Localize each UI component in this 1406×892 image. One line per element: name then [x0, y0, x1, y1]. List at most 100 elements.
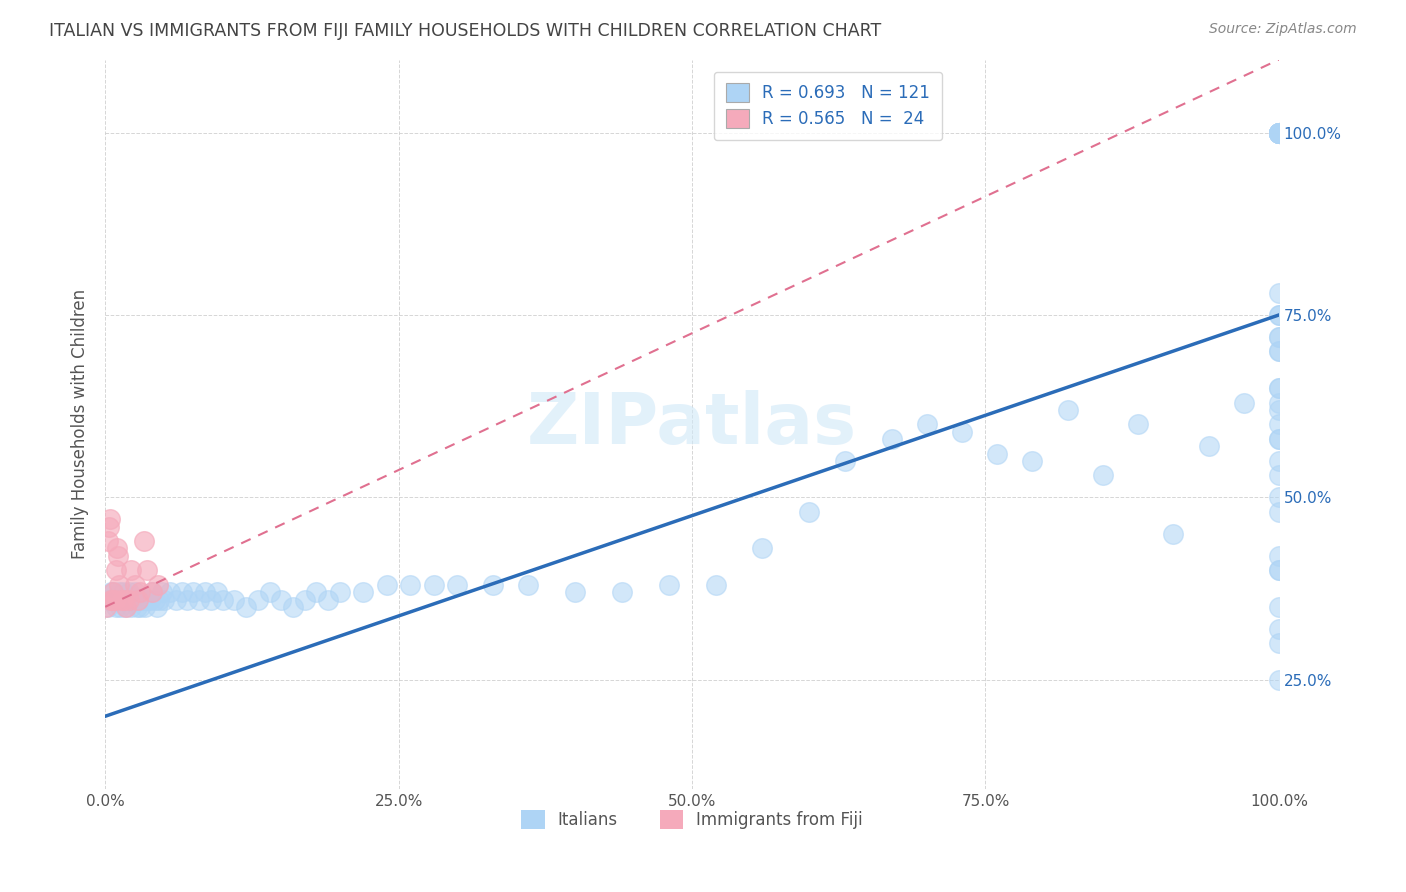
Point: [103, 585, 125, 599]
Point: [305, 585, 328, 599]
Point: [104, 592, 127, 607]
Point: [1268, 344, 1291, 359]
Point: [97, 599, 120, 614]
Point: [100, 585, 122, 599]
Text: Source: ZipAtlas.com: Source: ZipAtlas.com: [1209, 22, 1357, 37]
Point: [132, 534, 155, 549]
Point: [446, 578, 468, 592]
Point: [124, 585, 146, 599]
Point: [111, 592, 134, 607]
Y-axis label: Family Households with Children: Family Households with Children: [72, 289, 89, 559]
Point: [610, 585, 633, 599]
Point: [1268, 126, 1291, 140]
Point: [224, 592, 246, 607]
Point: [108, 585, 131, 599]
Point: [1091, 468, 1114, 483]
Point: [115, 599, 138, 614]
Point: [1268, 636, 1291, 650]
Point: [139, 592, 162, 607]
Point: [986, 447, 1008, 461]
Point: [1268, 126, 1291, 140]
Point: [118, 592, 141, 607]
Point: [188, 592, 211, 607]
Point: [105, 541, 128, 556]
Point: [1268, 126, 1291, 140]
Point: [103, 585, 125, 599]
Point: [1268, 432, 1291, 446]
Point: [211, 592, 233, 607]
Point: [111, 585, 134, 599]
Point: [125, 599, 148, 614]
Point: [104, 599, 127, 614]
Point: [101, 592, 124, 607]
Point: [1268, 505, 1291, 519]
Point: [834, 454, 856, 468]
Point: [1268, 563, 1291, 577]
Point: [1268, 599, 1291, 614]
Point: [153, 592, 176, 607]
Point: [129, 599, 152, 614]
Point: [1268, 286, 1291, 301]
Point: [121, 592, 143, 607]
Point: [1268, 126, 1291, 140]
Point: [1268, 344, 1291, 359]
Point: [98, 592, 121, 607]
Point: [97, 519, 120, 533]
Point: [107, 592, 129, 607]
Point: [423, 578, 446, 592]
Point: [1268, 622, 1291, 636]
Point: [150, 585, 173, 599]
Point: [1126, 417, 1149, 432]
Point: [107, 549, 129, 563]
Point: [141, 585, 163, 599]
Point: [105, 592, 128, 607]
Point: [118, 585, 141, 599]
Point: [101, 592, 124, 607]
Point: [97, 592, 120, 607]
Point: [1268, 468, 1291, 483]
Point: [246, 592, 269, 607]
Point: [1268, 432, 1291, 446]
Point: [136, 563, 159, 577]
Point: [134, 599, 156, 614]
Point: [136, 592, 159, 607]
Point: [104, 563, 127, 577]
Point: [1268, 126, 1291, 140]
Point: [316, 592, 339, 607]
Point: [176, 592, 198, 607]
Point: [399, 578, 422, 592]
Point: [170, 585, 193, 599]
Point: [1021, 454, 1043, 468]
Point: [146, 599, 169, 614]
Point: [98, 512, 121, 526]
Point: [118, 592, 141, 607]
Point: [1268, 126, 1291, 140]
Point: [658, 578, 681, 592]
Point: [117, 592, 139, 607]
Point: [148, 592, 170, 607]
Point: [200, 592, 222, 607]
Point: [352, 585, 374, 599]
Point: [112, 592, 135, 607]
Point: [1268, 126, 1291, 140]
Point: [128, 592, 150, 607]
Point: [110, 599, 132, 614]
Point: [1268, 308, 1291, 322]
Point: [97, 534, 120, 549]
Point: [915, 417, 938, 432]
Point: [104, 592, 127, 607]
Point: [129, 585, 152, 599]
Point: [1268, 126, 1291, 140]
Point: [1161, 526, 1184, 541]
Point: [127, 592, 149, 607]
Text: ITALIAN VS IMMIGRANTS FROM FIJI FAMILY HOUSEHOLDS WITH CHILDREN CORRELATION CHAR: ITALIAN VS IMMIGRANTS FROM FIJI FAMILY H…: [49, 22, 882, 40]
Point: [950, 425, 973, 439]
Point: [1268, 381, 1291, 395]
Point: [1268, 491, 1291, 505]
Point: [799, 505, 821, 519]
Point: [1268, 417, 1291, 432]
Point: [1233, 395, 1256, 409]
Point: [1268, 563, 1291, 577]
Point: [880, 432, 903, 446]
Point: [181, 585, 204, 599]
